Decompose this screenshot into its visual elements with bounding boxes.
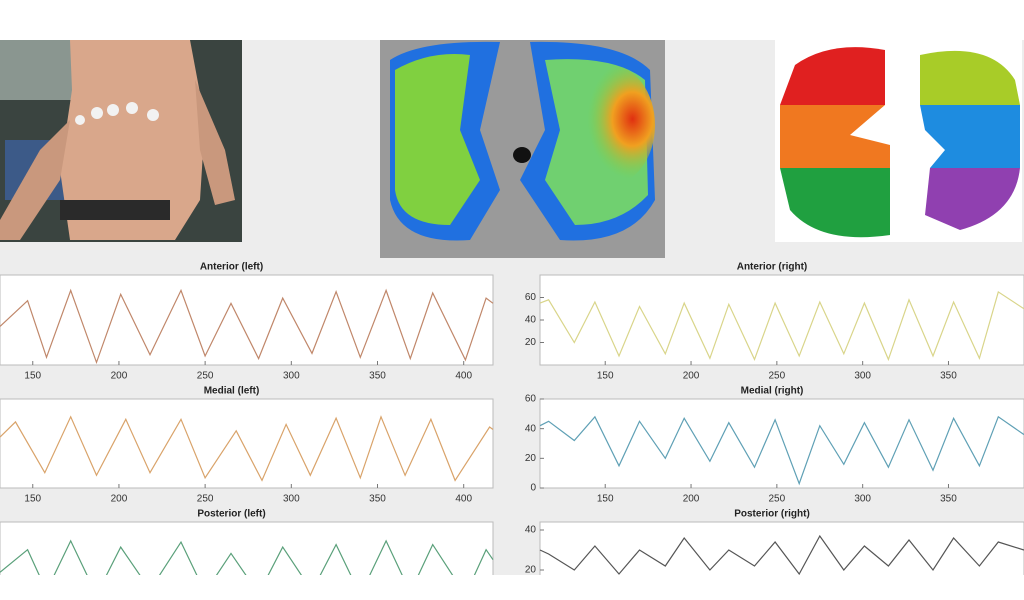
- chart-title: Anterior (left): [200, 262, 263, 273]
- chart-panel: Medial (right) 150 200 250 300 350 0 20 40 60: [525, 386, 1024, 505]
- ct-scan: [380, 40, 665, 258]
- photo: [0, 40, 242, 242]
- y-tick-label: 40: [525, 525, 537, 536]
- x-tick-label: 200: [111, 371, 128, 382]
- x-tick-label: 250: [197, 494, 214, 505]
- x-tick-label: 300: [283, 371, 300, 382]
- chart-title: Medial (left): [204, 386, 260, 397]
- chart-panel: Posterior (right) 20 40: [525, 509, 1024, 576]
- x-tick-label: 200: [111, 494, 128, 505]
- x-tick-label: 400: [455, 371, 472, 382]
- x-tick-label: 350: [369, 371, 386, 382]
- x-tick-label: 400: [455, 494, 472, 505]
- x-tick-label: 300: [283, 494, 300, 505]
- data-line: [0, 539, 494, 575]
- x-tick-label: 200: [683, 494, 700, 505]
- x-tick-label: 250: [197, 371, 214, 382]
- x-tick-label: 150: [24, 494, 41, 505]
- y-tick-label: 20: [525, 337, 537, 348]
- x-tick-label: 200: [683, 371, 700, 382]
- plot-area: [0, 274, 494, 366]
- x-tick-label: 250: [769, 371, 786, 382]
- y-tick-label: 20: [525, 565, 537, 576]
- charts: Anterior (left)150 200 250 300 350 400Anterio…: [0, 262, 1024, 576]
- x-tick-label: 300: [854, 371, 871, 382]
- plot-area: [539, 398, 1024, 489]
- lung-segmentation: [775, 40, 1022, 242]
- y-tick-label: 60: [525, 292, 537, 303]
- plot-area: [539, 521, 1024, 575]
- y-tick-label: 20: [525, 453, 537, 464]
- chart-title: Posterior (left): [197, 509, 265, 520]
- data-line: [0, 288, 494, 365]
- x-tick-label: 350: [940, 371, 957, 382]
- y-tick-label: 40: [525, 423, 537, 434]
- x-tick-label: 150: [597, 494, 614, 505]
- data-line: [539, 415, 1024, 486]
- y-tick-label: 40: [525, 315, 537, 326]
- chart-title: Posterior (right): [734, 509, 810, 520]
- chart-panel: Anterior (right) 150 200 250 300 350 20 40 60: [525, 262, 1024, 382]
- chart-panel: Anterior (left) 150 200 250 300 350 400: [0, 262, 494, 382]
- x-tick-label: 300: [854, 494, 871, 505]
- data-line: [539, 534, 1024, 575]
- x-tick-label: 150: [597, 371, 614, 382]
- y-tick-label: 0: [530, 483, 536, 494]
- chart-title: Medial (right): [741, 386, 804, 397]
- data-line: [0, 415, 494, 482]
- x-tick-label: 250: [769, 494, 786, 505]
- x-tick-label: 350: [369, 494, 386, 505]
- plot-area: [0, 398, 494, 489]
- chart-title: Anterior (right): [737, 262, 808, 273]
- data-line: [539, 290, 1024, 362]
- chart-panel: Posterior (left): [0, 509, 494, 575]
- chart-panel: Medial (left) 150 200 250 300 350 400: [0, 386, 494, 505]
- plot-area: [539, 274, 1024, 366]
- x-tick-label: 350: [940, 494, 957, 505]
- x-tick-label: 150: [24, 371, 41, 382]
- plot-area: [0, 521, 494, 575]
- y-tick-label: 60: [525, 394, 537, 405]
